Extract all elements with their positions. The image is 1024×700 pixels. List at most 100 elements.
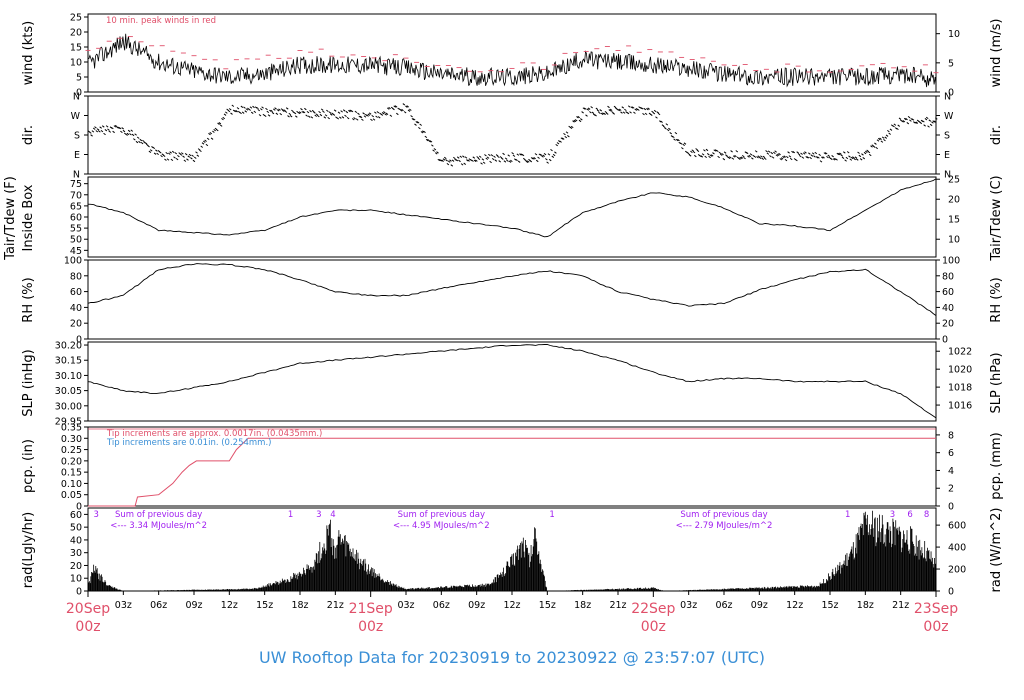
x-tick-label: 21z xyxy=(609,600,626,611)
dir-point xyxy=(852,156,855,159)
dir-point xyxy=(91,130,95,133)
dir-point xyxy=(586,108,590,111)
dir-point xyxy=(863,151,867,155)
dir-point xyxy=(525,160,529,163)
dir-point xyxy=(243,106,246,109)
dir-point xyxy=(320,108,324,111)
dir-point xyxy=(272,108,276,111)
dir-point xyxy=(703,149,706,152)
dir-point xyxy=(420,131,424,134)
dir-point xyxy=(342,109,346,112)
dir-point xyxy=(245,108,249,111)
rad-y-right-tick-label: 0 xyxy=(948,587,954,598)
dir-point xyxy=(279,113,283,116)
rad-day-sum-label: Sum of previous day xyxy=(680,510,767,520)
dir-point xyxy=(184,153,188,156)
dir-point xyxy=(699,155,702,158)
slp-panel: 29.95 30.00 30.05 30.10 30.15 30.20 1016 1018 10… xyxy=(21,341,1004,428)
x-tick-label: 09z xyxy=(468,600,485,611)
dir-point xyxy=(484,154,487,157)
dir-point xyxy=(929,123,933,127)
dir-point xyxy=(313,111,316,114)
pcp-y-tick-label: 0 xyxy=(76,502,82,513)
dir-point xyxy=(774,150,777,153)
dir-point xyxy=(212,130,215,133)
dir-point xyxy=(103,132,106,136)
dir-point xyxy=(771,156,775,159)
dir-point xyxy=(249,106,253,109)
dir-point xyxy=(354,110,358,114)
dir-point xyxy=(208,132,211,136)
x-day-date-label: 23Sep xyxy=(914,601,958,617)
dir-point xyxy=(548,158,552,162)
dir-point xyxy=(600,112,604,116)
dir-point xyxy=(357,112,360,115)
x-tick-label: 12z xyxy=(221,600,238,611)
dir-point xyxy=(770,151,774,155)
dir-point xyxy=(657,112,661,116)
dir-point xyxy=(843,151,846,154)
dir-point xyxy=(721,152,724,156)
dir-ylabel-right: dir. xyxy=(989,125,1004,145)
dir-point xyxy=(801,156,805,159)
dir-point xyxy=(230,112,233,115)
rad-top-mark: 3 xyxy=(94,510,99,520)
dir-y-tick-label: N xyxy=(73,92,80,103)
dir-point xyxy=(621,106,625,109)
dir-point xyxy=(333,109,337,112)
dir-point xyxy=(849,158,853,161)
dir-point xyxy=(660,120,663,123)
dir-point xyxy=(213,128,216,132)
dir-point xyxy=(441,159,444,162)
rad-top-mark: 4 xyxy=(330,510,335,520)
dir-point xyxy=(931,121,934,124)
rh-y-right-tick-label: 20 xyxy=(942,319,954,330)
dir-point xyxy=(655,116,658,119)
dir-point xyxy=(792,150,796,154)
dir-point xyxy=(875,146,878,150)
dir-point xyxy=(572,120,575,123)
dir-point xyxy=(367,113,371,116)
rh-y-tick-label: 0 xyxy=(76,335,82,346)
dir-point xyxy=(500,157,504,160)
rh-y-tick-label: 60 xyxy=(70,287,82,298)
rh-ylabel-right: RH (%) xyxy=(989,277,1004,322)
dir-point xyxy=(455,159,459,162)
dir-point xyxy=(608,109,612,112)
x-tick-label: 21z xyxy=(892,600,909,611)
dir-point xyxy=(502,152,505,156)
dir-point xyxy=(883,138,886,142)
dir-point xyxy=(739,156,742,160)
dir-point xyxy=(399,109,403,112)
dir-point xyxy=(594,114,597,117)
slp-ylabel: SLP (inHg) xyxy=(21,349,36,417)
rh-y-right-tick-label: 40 xyxy=(942,303,954,314)
dir-point xyxy=(789,157,793,161)
dir-point xyxy=(832,158,836,161)
rh-y-tick-label: 20 xyxy=(70,319,82,330)
x-day-hour-label: 00z xyxy=(75,619,100,635)
dir-point xyxy=(376,111,380,114)
dir-point xyxy=(467,159,470,162)
dir-point xyxy=(717,155,720,159)
dir-point xyxy=(896,127,899,130)
rad-top-mark: 6 xyxy=(907,510,912,520)
dir-point xyxy=(928,119,932,122)
dir-point xyxy=(876,139,880,142)
dir-point xyxy=(105,125,109,128)
dir-point xyxy=(542,154,546,157)
dir-point xyxy=(337,111,341,114)
dir-point xyxy=(839,152,842,155)
rad-day-sum-label: Sum of previous day xyxy=(398,510,485,520)
dir-point xyxy=(681,147,684,150)
dir-point xyxy=(94,126,97,129)
dir-point xyxy=(813,155,816,158)
dir-point xyxy=(624,108,627,112)
dir-point xyxy=(227,109,231,113)
dir-point xyxy=(569,126,573,129)
dir-point xyxy=(116,126,119,129)
dir-point xyxy=(730,150,733,153)
dir-point xyxy=(841,156,845,159)
wind-y-tick-label: 0 xyxy=(76,88,82,99)
dir-point xyxy=(436,151,439,154)
